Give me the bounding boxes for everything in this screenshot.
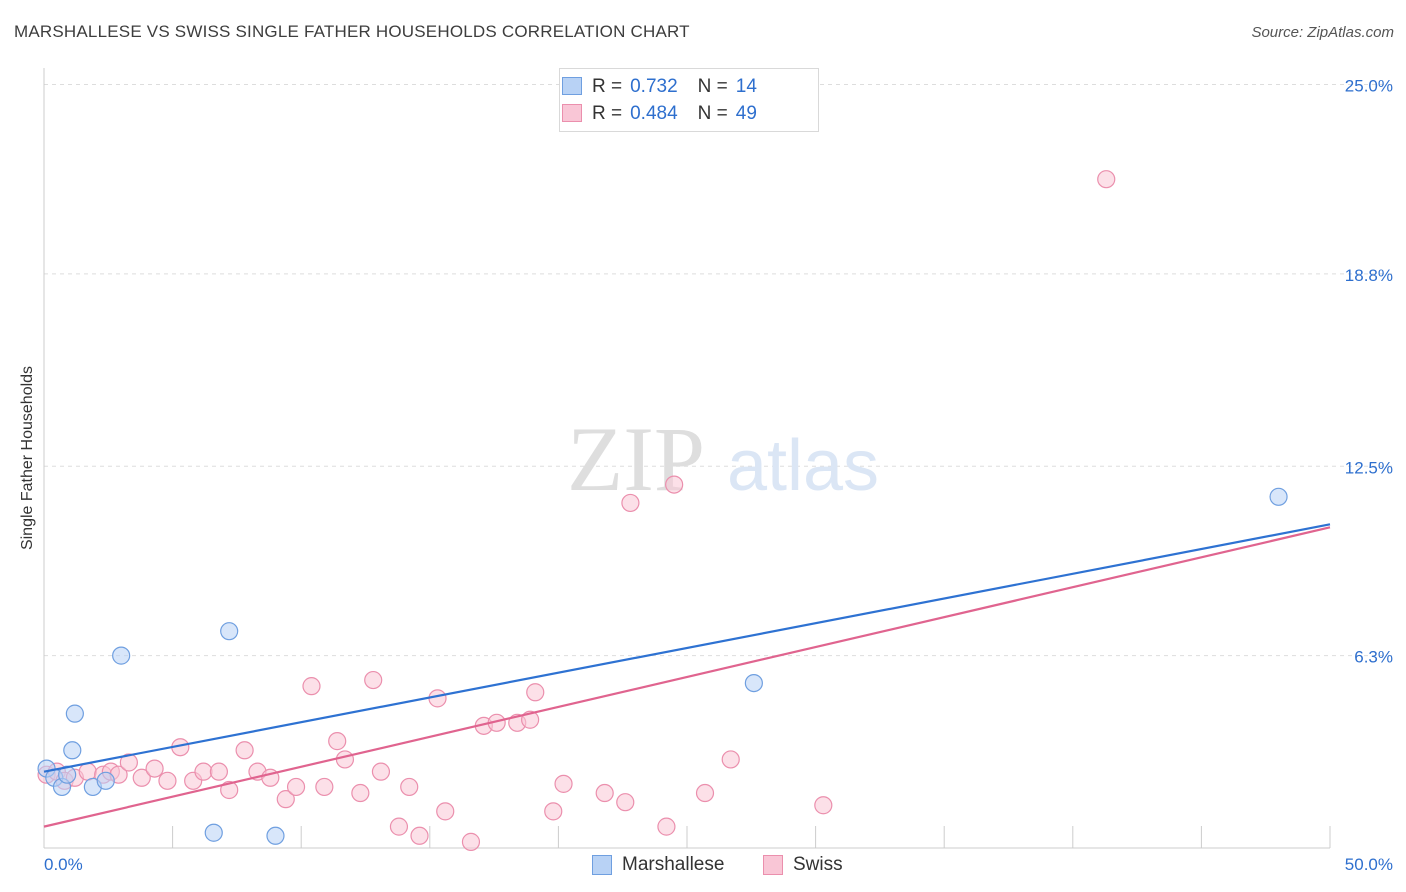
swiss-point [209, 762, 228, 781]
swiss-point [235, 741, 254, 760]
legend-row-marshallese: R = 0.732 N = 14 [562, 74, 757, 100]
n-value: 14 [735, 76, 757, 97]
watermark-atlas: atlas [727, 426, 879, 506]
swiss-point [276, 790, 295, 809]
y-tick-label: 6.3% [1354, 648, 1393, 667]
swiss-point [132, 768, 151, 787]
swiss-point [78, 762, 97, 781]
n-label: N = [697, 103, 728, 124]
marshallese-point [96, 771, 115, 790]
gridlines [44, 84, 1392, 657]
swiss-swatch [562, 104, 582, 122]
swiss-point [554, 774, 573, 793]
swiss-point [351, 783, 370, 803]
r-value: 0.484 [630, 103, 678, 124]
swiss-point [158, 771, 177, 790]
swiss-point [544, 802, 563, 821]
swiss-point [428, 689, 447, 708]
swiss-legend-swatch [763, 855, 783, 875]
marshallese-legend-swatch [592, 855, 612, 875]
x-tick-label: 0.0% [44, 855, 83, 874]
watermark-zip: ZIP [567, 408, 705, 510]
swiss-point [410, 826, 429, 845]
r-label: R = [592, 76, 623, 97]
axes [43, 68, 1331, 849]
swiss-point [665, 475, 684, 494]
swiss-point [616, 793, 635, 812]
legend-row-swiss: R = 0.484 N = 49 [562, 101, 757, 127]
swiss-point [721, 750, 740, 769]
n-value: 49 [735, 103, 757, 124]
swiss-point [695, 783, 715, 803]
swiss-point [526, 683, 545, 702]
swiss-point [145, 759, 164, 778]
y-tick-label: 12.5% [1345, 458, 1393, 477]
swiss-trend-line [43, 526, 1331, 828]
trend-lines [43, 523, 1331, 828]
swiss-legend-label: Swiss [793, 854, 843, 875]
swiss-point [814, 796, 833, 815]
marshallese-point [63, 741, 82, 760]
n-label: N = [697, 76, 728, 97]
swiss-point [621, 493, 640, 513]
watermark: ZIP atlas [567, 408, 879, 510]
swiss-point [302, 677, 321, 696]
swiss-point [436, 802, 455, 821]
r-label: R = [592, 103, 623, 124]
legend-item-marshallese: Marshallese [592, 852, 724, 878]
marshallese-legend-label: Marshallese [622, 854, 725, 875]
swiss-point [371, 762, 391, 781]
marshallese-point [204, 823, 223, 842]
swiss-point [400, 777, 419, 797]
swiss-point [220, 780, 239, 800]
swiss-point [389, 817, 409, 836]
source-label: Source: ZipAtlas.com [1251, 24, 1394, 41]
swiss-point [657, 817, 676, 836]
swiss-point [364, 670, 383, 690]
marshallese-point [112, 646, 131, 665]
swiss-points [37, 170, 1116, 851]
marshallese-trend-line [43, 523, 1331, 773]
swiss-point [1097, 170, 1116, 189]
r-value: 0.732 [630, 76, 678, 97]
swiss-point [286, 777, 306, 797]
chart-title: MARSHALLESE VS SWISS SINGLE FATHER HOUSE… [14, 22, 690, 41]
swiss-point [119, 753, 138, 772]
swiss-point [335, 750, 355, 769]
y-tick-label: 25.0% [1345, 77, 1393, 96]
x-tick-label: 50.0% [1345, 855, 1393, 874]
correlation-legend: R = 0.732 N = 14 R = 0.484 N = 49 [559, 68, 819, 132]
marshallese-point [1269, 487, 1288, 506]
swiss-point [194, 762, 213, 781]
marshallese-point [266, 826, 285, 845]
legend-item-swiss: Swiss [763, 852, 843, 878]
tick-labels: 6.3% 12.5% 18.8% 25.0% 0.0% 50.0% [44, 77, 1393, 874]
swiss-point [595, 783, 614, 803]
marshallese-points [37, 487, 1288, 845]
swiss-point [328, 732, 347, 751]
y-tick-label: 18.8% [1345, 266, 1393, 285]
swiss-point [461, 832, 481, 851]
swiss-point [315, 777, 334, 797]
marshallese-point [744, 673, 763, 693]
marshallese-point [220, 622, 239, 641]
marshallese-point [65, 704, 84, 723]
marshallese-swatch [562, 77, 582, 95]
